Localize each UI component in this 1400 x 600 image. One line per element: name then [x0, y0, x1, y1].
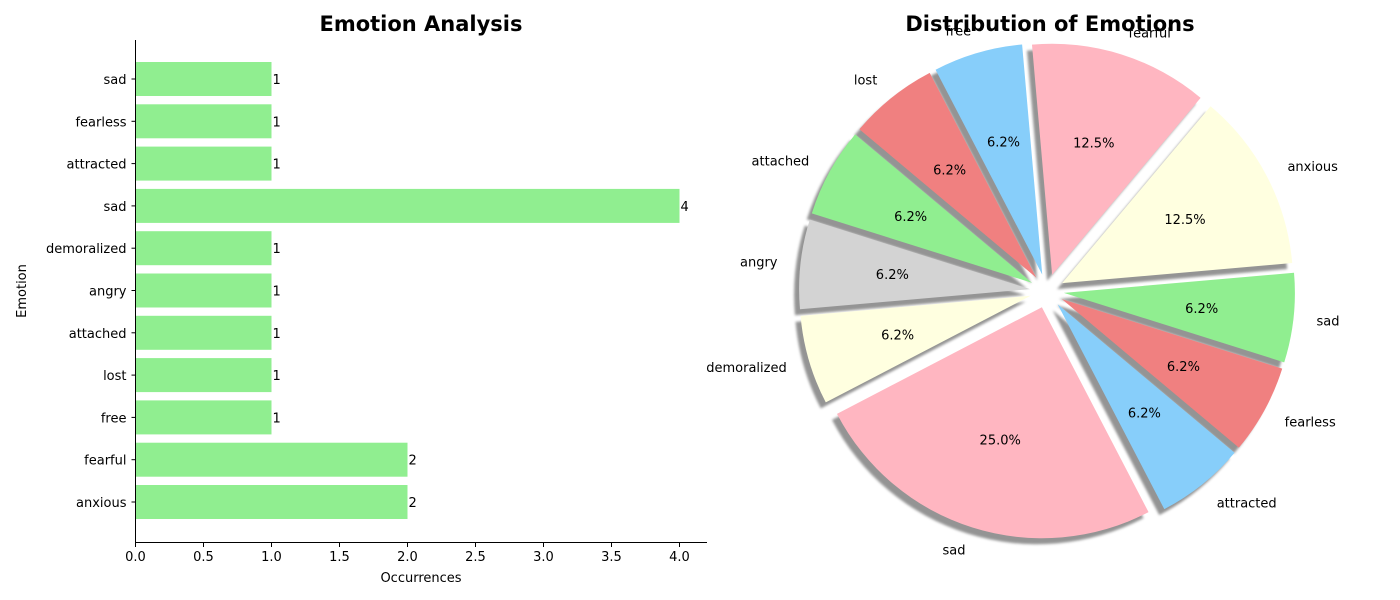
bar-value-label: 1: [273, 369, 281, 384]
y-tick-label: fearful: [84, 454, 126, 469]
pie-slice: [935, 44, 1043, 275]
x-tick-label: 2.0: [397, 550, 418, 565]
pie-slice: [1031, 43, 1201, 275]
bar: [135, 146, 272, 181]
bar-layer: 2 2 1 1 1 1 1 4 1 1 1: [135, 62, 689, 519]
pie-percent-label: 6.2%: [1128, 406, 1161, 421]
x-tick-layer: 0.0 0.5 1.0 1.5 2.0 2.5 3.0 3.5 4.0: [125, 542, 690, 565]
pie-percent-label: 6.2%: [1167, 360, 1200, 375]
y-tick-label: sad: [104, 73, 127, 88]
pie-layer: [799, 43, 1295, 539]
pie-slice-label: fearless: [1285, 415, 1336, 430]
y-tick-label: angry: [89, 285, 127, 300]
pie-slice: [1057, 304, 1235, 510]
x-tick-label: 1.0: [261, 550, 282, 565]
bar: [135, 231, 272, 266]
bar-value-label: 1: [273, 115, 281, 130]
bar-value-label: 1: [273, 158, 281, 173]
pie-slice: [1062, 106, 1293, 284]
bar: [135, 62, 272, 96]
y-tick-label: attached: [69, 327, 127, 342]
x-axis-label: Occurrences: [380, 571, 461, 586]
pie-slice-label: lost: [854, 74, 877, 89]
x-tick-label: 2.5: [465, 550, 486, 565]
pie-slice-label: sad: [1316, 315, 1339, 330]
bar: [135, 485, 408, 519]
pie-slice: [800, 295, 1031, 403]
pie-slice-label: attached: [752, 155, 810, 170]
bar-value-label: 1: [273, 411, 281, 426]
pie-text-layer: 12.5% fearful 6.2% free 6.2% lost 6.2% attached…: [706, 25, 1339, 559]
bar: [135, 358, 272, 393]
pie-slice: [799, 219, 1031, 310]
bar: [135, 442, 408, 477]
x-tick-label: 3.5: [601, 550, 622, 565]
pie-slice-label: attracted: [1217, 496, 1277, 511]
bar-value-label: 2: [409, 496, 417, 511]
pie-slice-label: fearful: [1129, 26, 1171, 41]
bar: [135, 315, 272, 350]
bar-chart: Emotion Analysis 2 2 1 1 1 1 1 4 1 1 1 0.0 0.5 1.0 1.…: [15, 12, 707, 586]
pie-percent-label: 12.5%: [1164, 213, 1205, 228]
pie-slice: [1061, 299, 1283, 448]
pie-chart-title: Distribution of Emotions: [905, 12, 1194, 36]
pie-slice-label: anxious: [1287, 160, 1338, 175]
x-tick-label: 3.0: [533, 550, 554, 565]
pie-percent-label: 6.2%: [987, 136, 1020, 151]
pie-slice: [859, 72, 1037, 278]
y-tick-label: lost: [103, 369, 126, 384]
x-tick-label: 0.5: [193, 550, 214, 565]
y-tick-label: attracted: [67, 158, 127, 173]
bar-value-label: 4: [681, 200, 689, 215]
bar-value-label: 2: [409, 454, 417, 469]
pie-chart: Distribution of Emotions 12.5% fearful 6.2…: [706, 12, 1339, 559]
pie-percent-label: 25.0%: [980, 433, 1021, 448]
bar: [135, 104, 272, 139]
bar-value-label: 1: [273, 73, 281, 88]
pie-slice: [1063, 272, 1295, 363]
bar: [135, 400, 272, 435]
x-tick-label: 1.5: [329, 550, 350, 565]
pie-slice: [836, 307, 1149, 539]
pie-percent-label: 6.2%: [1185, 302, 1218, 317]
pie-slice-label: angry: [740, 255, 778, 270]
pie-slice-label: sad: [942, 544, 965, 559]
y-tick-label: demoralized: [46, 242, 126, 257]
bar: [135, 188, 680, 223]
pie-slice: [811, 134, 1033, 283]
bar-chart-title: Emotion Analysis: [319, 12, 522, 36]
pie-slice-label: demoralized: [706, 361, 786, 376]
pie-percent-label: 6.2%: [933, 164, 966, 179]
bar-value-label: 1: [273, 242, 281, 257]
pie-percent-label: 12.5%: [1073, 137, 1114, 152]
y-tick-layer: anxious fearful free lost attached angry demor…: [46, 73, 136, 511]
y-tick-label: sad: [104, 200, 127, 215]
bar-value-label: 1: [273, 285, 281, 300]
x-tick-label: 0.0: [125, 550, 146, 565]
y-tick-label: anxious: [76, 496, 127, 511]
pie-percent-label: 6.2%: [894, 210, 927, 225]
pie-percent-label: 6.2%: [881, 329, 914, 344]
pie-percent-label: 6.2%: [876, 268, 909, 283]
pie-slice-label: free: [945, 25, 971, 40]
y-tick-label: fearless: [75, 115, 126, 130]
y-tick-label: free: [101, 411, 127, 426]
bar-value-label: 1: [273, 327, 281, 342]
y-axis-label: Emotion: [15, 264, 30, 318]
bar: [135, 273, 272, 308]
x-tick-label: 4.0: [669, 550, 690, 565]
